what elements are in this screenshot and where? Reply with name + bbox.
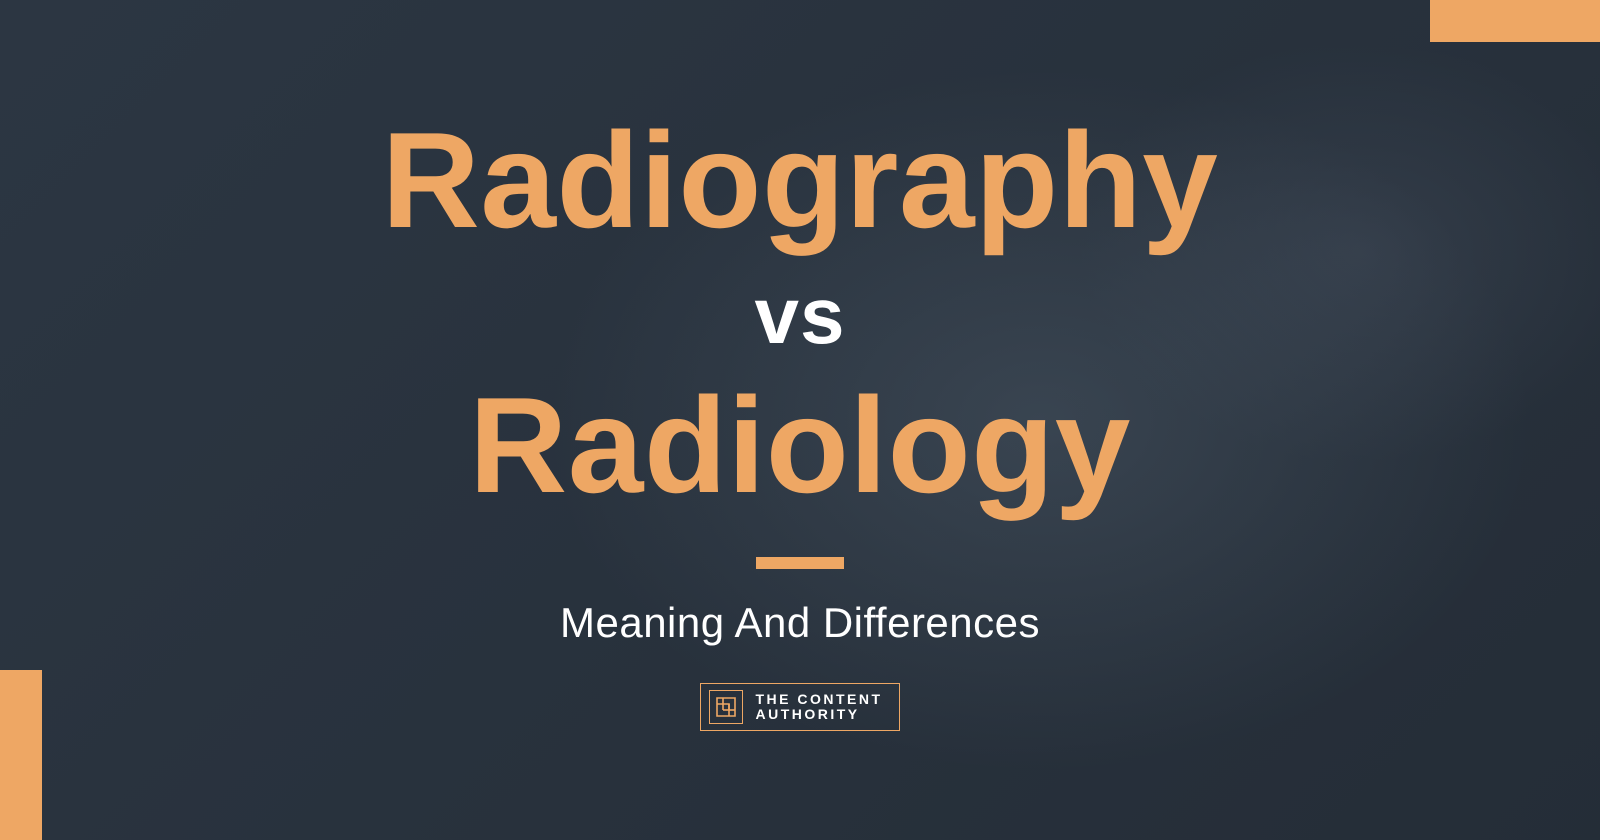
- brand-logo: THE CONTENT AUTHORITY: [700, 683, 899, 731]
- brand-line-1: THE CONTENT: [755, 692, 882, 707]
- title-word-2: Radiology: [469, 374, 1131, 517]
- main-content: Radiography vs Radiology Meaning And Dif…: [0, 0, 1600, 840]
- maze-icon: [709, 690, 743, 724]
- title-word-1: Radiography: [382, 109, 1219, 252]
- subtitle-text: Meaning And Differences: [560, 599, 1040, 647]
- divider-bar: [756, 557, 844, 569]
- title-connector: vs: [755, 270, 846, 362]
- brand-line-2: AUTHORITY: [755, 707, 882, 722]
- brand-name: THE CONTENT AUTHORITY: [755, 692, 882, 721]
